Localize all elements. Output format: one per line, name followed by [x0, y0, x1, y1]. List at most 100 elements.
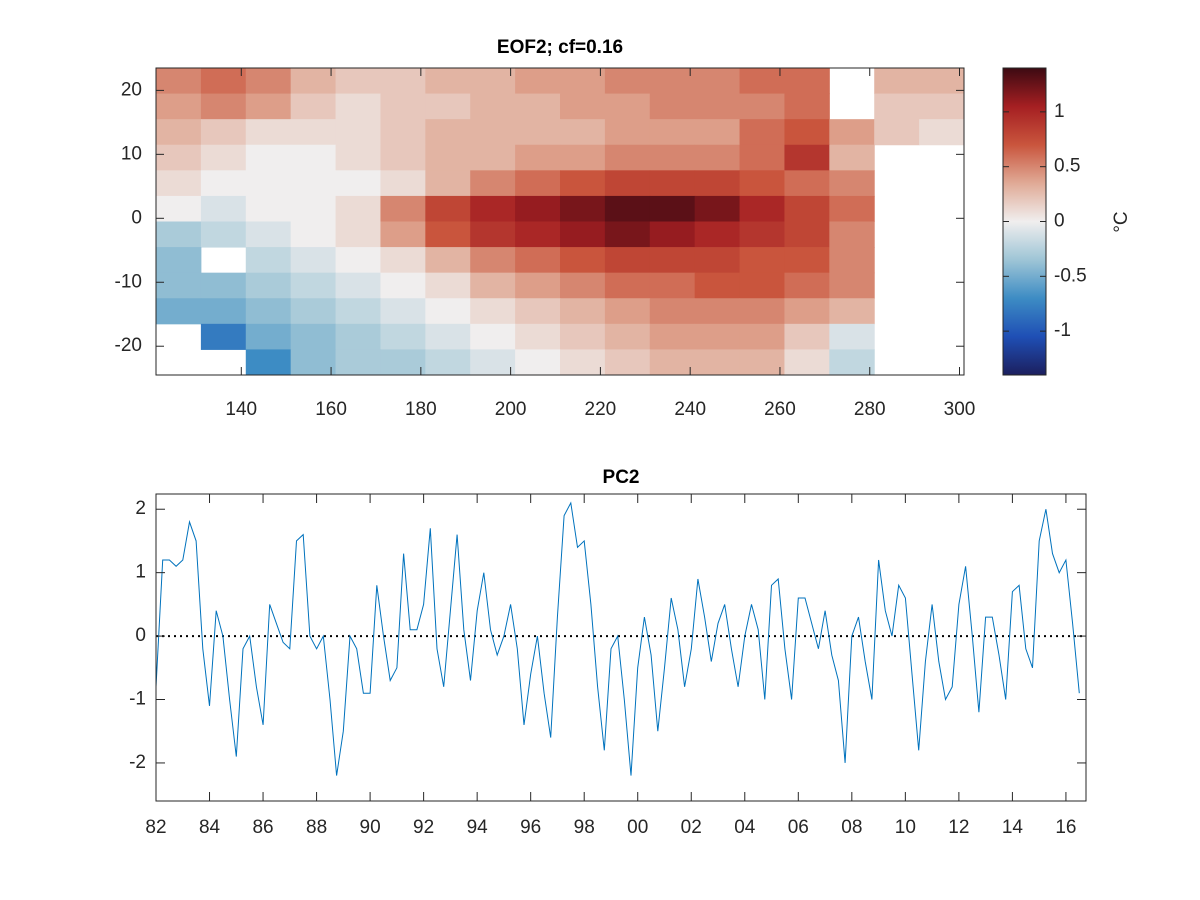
heat-cell	[739, 68, 785, 95]
heat-cell	[604, 323, 651, 350]
heat-cell	[290, 247, 337, 274]
y-tick-label: -1	[129, 689, 146, 710]
heat-cell	[380, 144, 426, 171]
heat-cell	[560, 170, 606, 197]
x-tick-label: 08	[841, 817, 862, 838]
heat-cell	[156, 170, 202, 197]
heat-cell	[470, 349, 516, 376]
x-tick-label: 160	[315, 399, 347, 420]
heat-cell	[829, 170, 875, 197]
heat-cell	[156, 221, 202, 248]
heat-cell	[245, 298, 292, 325]
heat-cell	[694, 298, 741, 325]
heat-cell	[380, 298, 426, 325]
heat-cell	[335, 272, 381, 299]
heat-cell	[649, 221, 696, 248]
x-tick-label: 16	[1055, 817, 1076, 838]
heat-cell	[649, 119, 696, 146]
heat-cell	[380, 221, 426, 248]
heat-cell	[380, 119, 426, 146]
heat-cell	[649, 272, 696, 299]
heat-cell	[784, 68, 830, 95]
heat-cell	[694, 195, 741, 222]
heat-cell	[245, 349, 292, 376]
heat-cell	[335, 349, 381, 376]
heat-cell	[829, 144, 875, 171]
heat-cell	[694, 93, 741, 120]
heat-cell	[784, 93, 830, 120]
heat-cell	[245, 119, 292, 146]
heat-cell	[200, 119, 247, 146]
heat-cell	[694, 221, 741, 248]
heat-cell	[515, 195, 561, 222]
heat-cell	[649, 93, 696, 120]
x-tick-label: 14	[1002, 817, 1024, 838]
heat-cell	[290, 170, 337, 197]
heat-cell	[560, 349, 606, 376]
heat-cell	[829, 221, 875, 248]
heat-cell	[649, 349, 696, 376]
heat-cell	[200, 195, 247, 222]
x-tick-label: 90	[360, 817, 381, 838]
heat-cell	[200, 144, 247, 171]
heat-cell	[694, 68, 741, 95]
heat-cell	[560, 68, 606, 95]
x-tick-label: 96	[520, 817, 541, 838]
heat-cell	[694, 144, 741, 171]
heat-cell	[425, 272, 471, 299]
heat-cell	[515, 221, 561, 248]
heat-cell	[515, 170, 561, 197]
heat-cell	[604, 93, 651, 120]
heat-cell	[515, 119, 561, 146]
heat-cell	[604, 272, 651, 299]
heat-cell	[739, 323, 785, 350]
heat-cell	[200, 170, 247, 197]
heat-cell	[694, 247, 741, 274]
colorbar-tick-label: 0.5	[1054, 156, 1080, 177]
pc-title: PC2	[603, 467, 640, 488]
heat-cell	[245, 272, 292, 299]
heat-cell	[694, 272, 741, 299]
heat-cell	[425, 349, 471, 376]
heat-cell	[515, 272, 561, 299]
colorbar-tick-label: -1	[1054, 320, 1071, 341]
x-tick-label: 94	[467, 817, 489, 838]
heat-cell	[200, 221, 247, 248]
heat-cell	[694, 323, 741, 350]
heat-cell	[784, 272, 830, 299]
heat-cell	[470, 323, 516, 350]
heat-cell	[290, 349, 337, 376]
colorbar-tick-label: -0.5	[1054, 265, 1087, 286]
x-tick-label: 260	[764, 399, 796, 420]
x-tick-label: 92	[413, 817, 434, 838]
heat-cell	[694, 170, 741, 197]
heat-cell	[156, 119, 202, 146]
heat-cell	[829, 349, 875, 376]
y-tick-label: -20	[115, 335, 142, 356]
heat-cell	[649, 298, 696, 325]
heat-cell	[515, 68, 561, 95]
heat-cell	[739, 93, 785, 120]
heat-cell	[200, 93, 247, 120]
heat-cell	[335, 221, 381, 248]
x-tick-label: 86	[252, 817, 273, 838]
heat-cell	[156, 272, 202, 299]
x-tick-label: 02	[681, 817, 702, 838]
heat-cell	[425, 68, 471, 95]
heat-cell	[425, 323, 471, 350]
heat-cell	[245, 247, 292, 274]
x-tick-label: 300	[944, 399, 976, 420]
x-tick-label: 82	[145, 817, 166, 838]
heat-cell	[290, 195, 337, 222]
heat-cell	[380, 195, 426, 222]
heat-cell	[290, 68, 337, 95]
heat-cell	[649, 144, 696, 171]
heat-cell	[245, 323, 292, 350]
colorbar-label: °C	[1111, 211, 1132, 232]
heat-cell	[425, 144, 471, 171]
x-tick-label: 280	[854, 399, 886, 420]
heat-cell	[604, 144, 651, 171]
heat-cell	[784, 144, 830, 171]
axes-box	[155, 493, 1087, 802]
